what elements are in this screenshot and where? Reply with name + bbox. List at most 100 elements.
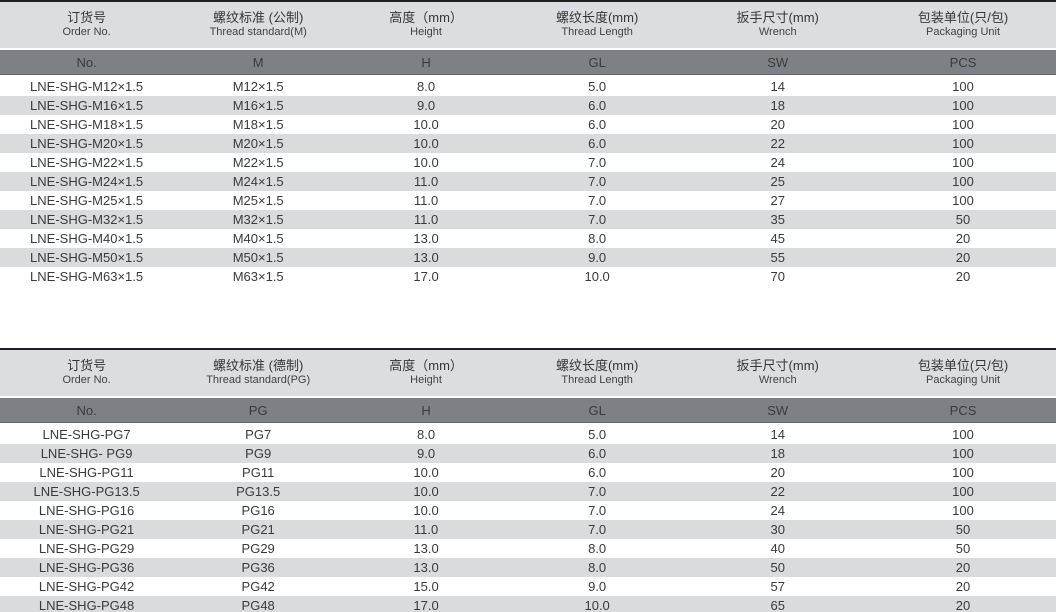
cell-thread-length: 6.0	[588, 117, 607, 132]
table-row: LNE-SHG-M22×1.5 M22×1.5 10.0 7.0 24 100	[0, 153, 1056, 172]
column-header-wrench: 扳手尺寸(mm) Wrench	[685, 10, 870, 40]
cell-packaging: 100	[952, 427, 974, 442]
column-header-packaging: 包装单位(只/包) Packaging Unit	[870, 10, 1056, 40]
column-code-thread-length: GL	[588, 402, 606, 418]
table-body: LNE-SHG-M12×1.5 M12×1.5 8.0 5.0 14 100 LNE-SHG…	[0, 77, 1056, 286]
cell-height: 10.0	[413, 465, 439, 480]
cell-order-no: LNE-SHG-PG7	[42, 427, 131, 442]
column-header-thread-standard: 螺纹标准 (公制) Thread standard(M)	[173, 10, 343, 40]
column-header-height: 高度（mm） Height	[343, 358, 509, 388]
metric-thread-table: 订货号 Order No. 螺纹标准 (公制) Thread standard(M) 高…	[0, 0, 1056, 286]
cell-thread-length: 7.0	[588, 484, 607, 499]
column-title-en: Wrench	[758, 26, 797, 39]
column-code-wrench: SW	[767, 54, 789, 70]
cell-thread-standard: PG21	[241, 522, 275, 537]
column-title-zh: 高度（mm）	[389, 10, 463, 25]
cell-height: 11.0	[413, 212, 439, 227]
cell-wrench: 20	[770, 465, 785, 480]
cell-thread-standard: PG48	[241, 598, 275, 612]
column-code-order-no: No.	[76, 54, 97, 70]
table-row: LNE-SHG-M32×1.5 M32×1.5 11.0 7.0 35 50	[0, 210, 1056, 229]
cell-packaging: 100	[952, 117, 974, 132]
cell-packaging: 100	[952, 155, 974, 170]
cell-order-no: LNE-SHG-M20×1.5	[30, 136, 144, 151]
cell-height: 11.0	[413, 174, 439, 189]
cell-thread-standard: M63×1.5	[232, 269, 284, 284]
column-code-wrench: SW	[767, 402, 789, 418]
cell-packaging: 20	[955, 231, 971, 246]
column-title-en: Height	[410, 374, 442, 387]
cell-thread-length: 8.0	[588, 231, 607, 246]
cell-height: 10.0	[413, 484, 439, 499]
cell-thread-length: 6.0	[588, 465, 607, 480]
cell-thread-standard: M32×1.5	[232, 212, 284, 227]
table-row: LNE-SHG-M16×1.5 M16×1.5 9.0 6.0 18 100	[0, 96, 1056, 115]
cell-thread-standard: M25×1.5	[232, 193, 284, 208]
table-row: LNE-SHG-PG21 PG21 11.0 7.0 30 50	[0, 520, 1056, 539]
cell-thread-standard: PG29	[241, 541, 275, 556]
column-title-en: Packaging Unit	[926, 26, 1001, 39]
column-title-zh: 螺纹标准 (德制)	[213, 358, 304, 373]
cell-thread-standard: PG36	[241, 560, 275, 575]
column-code-thread-standard: PG	[248, 402, 268, 418]
cell-packaging: 100	[952, 484, 974, 499]
table-row: LNE-SHG-M50×1.5 M50×1.5 13.0 9.0 55 20	[0, 248, 1056, 267]
cell-height: 17.0	[413, 598, 439, 612]
cell-wrench: 40	[770, 541, 785, 556]
cell-thread-standard: M16×1.5	[232, 98, 284, 113]
cell-height: 10.0	[413, 136, 439, 151]
table-row: LNE-SHG-PG42 PG42 15.0 9.0 57 20	[0, 577, 1056, 596]
cell-thread-standard: M50×1.5	[232, 250, 284, 265]
cell-order-no: LNE-SHG-M40×1.5	[30, 231, 144, 246]
cell-order-no: LNE-SHG-M63×1.5	[30, 269, 144, 284]
cell-wrench: 24	[770, 503, 785, 518]
column-title-zh: 高度（mm）	[389, 358, 463, 373]
column-header-thread-length: 螺纹长度(mm) Thread Length	[509, 358, 685, 388]
table-row: LNE-SHG-PG29 PG29 13.0 8.0 40 50	[0, 539, 1056, 558]
cell-order-no: LNE-SHG-PG21	[38, 522, 135, 537]
cell-wrench: 55	[770, 250, 785, 265]
table-row: LNE-SHG-M40×1.5 M40×1.5 13.0 8.0 45 20	[0, 229, 1056, 248]
cell-thread-standard: PG7	[245, 427, 272, 442]
cell-packaging: 20	[955, 250, 971, 265]
column-header-order-no: 订货号 Order No.	[0, 10, 173, 40]
cell-thread-standard: M40×1.5	[232, 231, 284, 246]
column-code-packaging: PCS	[949, 402, 977, 418]
cell-packaging: 20	[955, 598, 971, 612]
table-row: LNE-SHG-PG16 PG16 10.0 7.0 24 100	[0, 501, 1056, 520]
cell-height: 8.0	[417, 427, 436, 442]
cell-packaging: 100	[952, 193, 974, 208]
cell-packaging: 100	[952, 79, 974, 94]
column-header-wrench: 扳手尺寸(mm) Wrench	[685, 358, 870, 388]
column-header-thread-standard: 螺纹标准 (德制) Thread standard(PG)	[173, 358, 343, 388]
table-top-border	[0, 348, 1056, 350]
cell-thread-length: 10.0	[584, 269, 610, 284]
cell-height: 13.0	[413, 250, 439, 265]
column-title-en: Thread Length	[561, 374, 633, 387]
cell-thread-length: 6.0	[588, 136, 607, 151]
code-header-row: No. PG H GL SW PCS	[0, 398, 1056, 423]
header-row: 订货号 Order No. 螺纹标准 (德制) Thread standard(PG)…	[0, 350, 1056, 396]
cell-wrench: 25	[770, 174, 785, 189]
cell-wrench: 14	[770, 427, 785, 442]
table-row: LNE-SHG-M63×1.5 M63×1.5 17.0 10.0 70 20	[0, 267, 1056, 286]
cell-wrench: 70	[770, 269, 785, 284]
cell-packaging: 100	[952, 465, 974, 480]
cell-thread-standard: M12×1.5	[232, 79, 284, 94]
cell-order-no: LNE-SHG-M24×1.5	[30, 174, 144, 189]
column-title-zh: 螺纹长度(mm)	[555, 10, 639, 25]
column-title-en: Thread Length	[561, 26, 633, 39]
cell-order-no: LNE-SHG-PG11	[39, 465, 134, 480]
table-top-border	[0, 0, 1056, 2]
cell-order-no: LNE-SHG-M22×1.5	[30, 155, 144, 170]
cell-wrench: 30	[770, 522, 785, 537]
cell-thread-length: 9.0	[588, 579, 607, 594]
table-row: LNE-SHG-M24×1.5 M24×1.5 11.0 7.0 25 100	[0, 172, 1056, 191]
cell-height: 13.0	[413, 231, 439, 246]
cell-order-no: LNE-SHG- PG9	[40, 446, 133, 461]
table-row: LNE-SHG-M20×1.5 M20×1.5 10.0 6.0 22 100	[0, 134, 1056, 153]
cell-height: 13.0	[413, 560, 439, 575]
cell-thread-standard: PG11	[242, 465, 275, 480]
column-code-thread-standard: M	[252, 54, 264, 70]
cell-wrench: 35	[770, 212, 785, 227]
